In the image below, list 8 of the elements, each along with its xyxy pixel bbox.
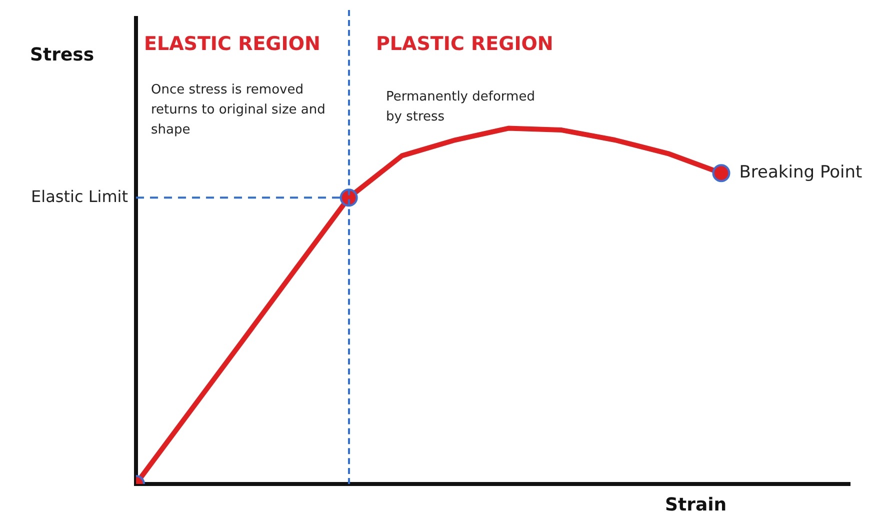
y-axis-title: Stress (30, 44, 94, 66)
ref-line-label: Elastic Limit (31, 186, 128, 206)
x-axis-title: Strain (665, 494, 727, 516)
text: Permanently deformed by stress (386, 89, 535, 124)
text: PLASTIC REGION (376, 32, 554, 55)
text: ELASTIC REGION (144, 32, 320, 55)
annotation: Breaking Point (739, 162, 862, 183)
annotation: Once stress is removed returns to original size and shape (151, 82, 326, 138)
